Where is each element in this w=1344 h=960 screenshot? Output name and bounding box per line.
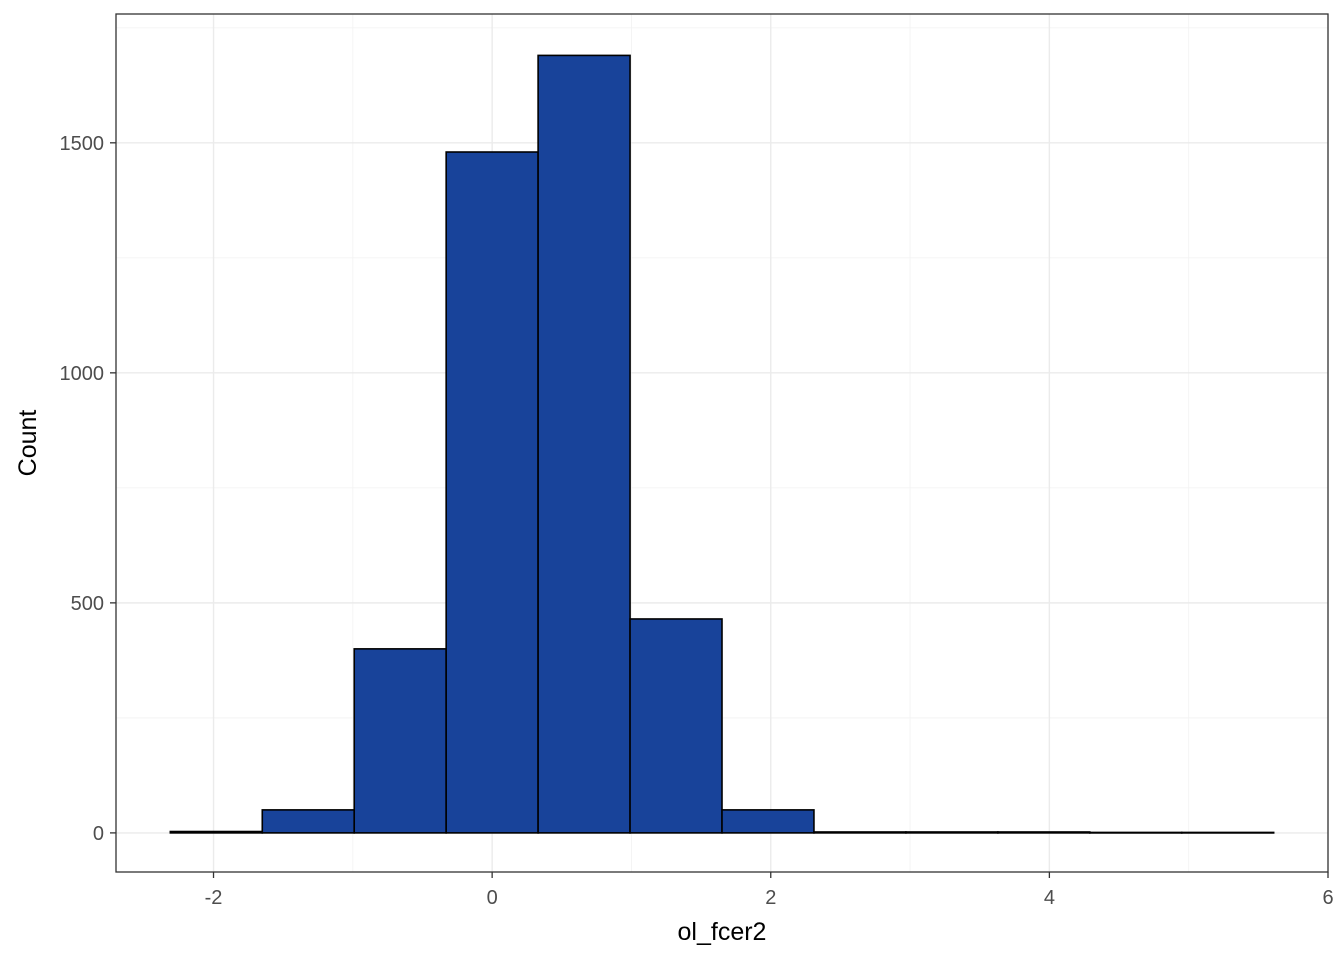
histogram-bar-4: [445, 151, 539, 834]
y-axis-ticks: 0 500 1000 1500: [60, 133, 116, 845]
x-tick-label: 0: [487, 887, 498, 909]
x-tick-label: 6: [1322, 887, 1333, 909]
x-axis-ticks: -2 0 2 4 6: [205, 872, 1334, 909]
x-tick-label: 4: [1044, 887, 1055, 909]
plot-panel-border: [115, 13, 1329, 873]
y-tick-label: 500: [71, 593, 104, 615]
histogram-bar-3: [353, 648, 447, 834]
x-axis-title: ol_fcer2: [678, 918, 767, 946]
x-tick-label: -2: [205, 887, 223, 909]
y-axis-title: Count: [14, 410, 42, 477]
minor-gridlines: [116, 14, 1328, 872]
histogram-bar-11: [1088, 831, 1183, 834]
histogram-bar-7: [721, 809, 815, 834]
y-tick-label: 0: [93, 823, 104, 845]
histogram-bar-8: [813, 831, 907, 834]
histogram-bar-2: [261, 809, 356, 834]
y-tick-label: 1500: [60, 133, 105, 155]
histogram-bars: [169, 54, 1275, 834]
histogram-bar-9: [905, 831, 999, 834]
histogram-bar-6: [629, 618, 723, 834]
y-tick-label: 1000: [60, 363, 105, 385]
histogram-bar-12: [1180, 831, 1275, 834]
histogram-bar-5: [537, 54, 631, 834]
x-tick-label: 2: [765, 887, 776, 909]
histogram-bar-1: [169, 830, 264, 834]
histogram-bar-10: [997, 831, 1091, 834]
